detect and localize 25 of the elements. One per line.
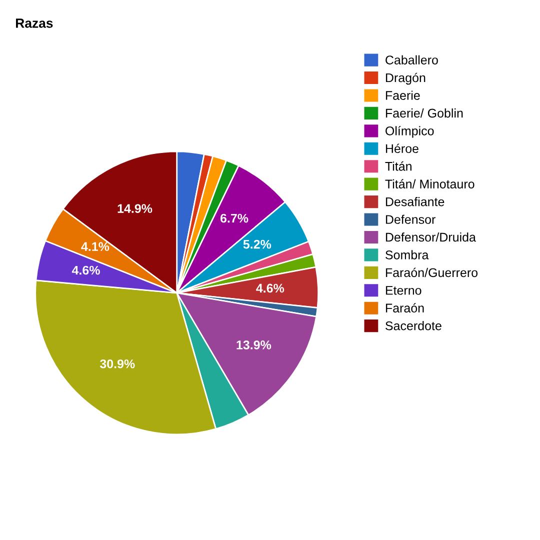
legend-label: Olímpico	[386, 126, 434, 138]
legend-label: Héroe	[386, 144, 418, 154]
data-label: 5.2%	[243, 240, 272, 249]
data-label: 4.6%	[72, 266, 100, 275]
legend-label: Sacerdote	[386, 321, 442, 330]
data-label: 30.9%	[100, 359, 135, 368]
legend-label: Sombra	[386, 250, 429, 260]
data-label: 14.9%	[118, 204, 152, 213]
legend-label: Faraón	[386, 303, 424, 313]
legend-label: Faerie/ Goblin	[386, 108, 463, 118]
legend-label: Faerie	[386, 90, 420, 100]
data-label: 6.7%	[220, 214, 248, 223]
legend-label: Eterno	[386, 286, 422, 295]
legend-label: Defensor/Druida	[386, 232, 476, 242]
data-label: 13.9%	[236, 340, 272, 350]
legend-label: Titán/ Minotauro	[385, 179, 474, 188]
data-label: 4.1%	[81, 242, 110, 251]
legend-label: Faraón/Guerrero	[386, 268, 478, 278]
legend-label: Defensor	[386, 214, 436, 224]
chart-title: Razas	[16, 18, 53, 28]
legend-label: Titán	[385, 161, 412, 171]
legend-label: Desafiante	[386, 197, 444, 206]
data-label: 4.6%	[256, 284, 284, 293]
legend-label: Dragón	[386, 72, 426, 85]
legend-label: Caballero	[386, 55, 438, 64]
